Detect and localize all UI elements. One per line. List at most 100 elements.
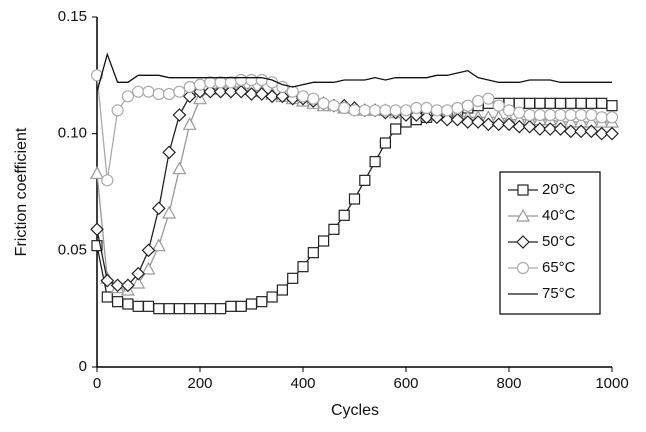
marker xyxy=(440,112,455,127)
marker xyxy=(172,108,187,122)
marker xyxy=(151,238,166,252)
marker xyxy=(235,300,247,312)
marker xyxy=(596,97,608,109)
marker xyxy=(491,117,506,132)
marker xyxy=(142,85,155,98)
marker xyxy=(131,275,146,289)
legend-label: 75°C xyxy=(542,285,576,302)
legend-label: 40°C xyxy=(542,207,576,224)
marker xyxy=(122,298,134,310)
y-tick-label: 0.15 xyxy=(58,8,87,25)
marker xyxy=(328,223,340,235)
x-tick-label: 200 xyxy=(187,375,212,392)
marker xyxy=(594,126,609,141)
marker xyxy=(544,97,556,109)
series xyxy=(90,69,619,187)
marker xyxy=(544,108,557,122)
marker xyxy=(584,124,599,139)
marker xyxy=(451,101,464,115)
marker xyxy=(450,112,465,127)
marker xyxy=(204,76,217,89)
marker xyxy=(327,99,340,112)
marker xyxy=(492,99,505,112)
marker xyxy=(307,247,319,259)
marker xyxy=(419,110,434,125)
marker xyxy=(502,104,516,117)
marker xyxy=(101,291,113,303)
marker xyxy=(213,84,228,99)
x-tick-label: 1000 xyxy=(595,375,628,392)
marker xyxy=(173,303,185,315)
x-tick-label: 600 xyxy=(393,375,418,392)
marker xyxy=(287,272,299,284)
marker xyxy=(225,300,237,312)
marker xyxy=(585,97,598,109)
marker xyxy=(141,243,156,258)
y-tick-label: 0.10 xyxy=(58,125,87,142)
series-line xyxy=(96,52,612,92)
marker xyxy=(441,104,454,117)
marker xyxy=(244,87,259,101)
marker xyxy=(516,235,530,249)
marker xyxy=(348,104,361,117)
marker xyxy=(141,261,156,275)
marker xyxy=(254,87,269,101)
marker xyxy=(379,137,391,149)
marker xyxy=(121,278,135,293)
marker xyxy=(111,296,124,308)
marker xyxy=(523,108,536,122)
y-tick-label: 0 xyxy=(79,358,87,375)
marker xyxy=(296,90,310,103)
marker xyxy=(595,111,608,124)
marker xyxy=(204,303,216,315)
marker xyxy=(194,303,206,315)
marker xyxy=(575,97,587,109)
marker xyxy=(90,69,104,82)
legend-label: 20°C xyxy=(542,181,576,198)
marker xyxy=(265,89,279,104)
marker xyxy=(533,108,547,122)
series xyxy=(96,52,612,92)
marker xyxy=(399,104,413,117)
marker xyxy=(275,89,290,104)
marker xyxy=(534,97,546,109)
marker xyxy=(245,298,258,310)
marker xyxy=(430,104,443,117)
marker xyxy=(585,108,598,122)
marker xyxy=(502,117,516,132)
legend-box xyxy=(499,171,601,315)
marker xyxy=(286,85,299,98)
marker xyxy=(163,87,176,101)
marker xyxy=(565,97,577,109)
marker xyxy=(235,73,248,87)
marker xyxy=(605,126,619,141)
marker xyxy=(516,261,530,275)
marker xyxy=(358,104,371,117)
marker xyxy=(472,94,485,108)
marker xyxy=(193,78,207,91)
marker xyxy=(162,145,176,160)
marker xyxy=(554,108,567,122)
marker xyxy=(182,89,197,104)
marker xyxy=(276,284,288,296)
marker xyxy=(512,119,527,134)
marker xyxy=(369,104,382,117)
marker xyxy=(151,201,166,216)
marker xyxy=(369,156,381,168)
marker xyxy=(307,92,320,105)
marker xyxy=(420,101,433,115)
marker xyxy=(182,117,197,130)
marker xyxy=(172,161,187,175)
marker xyxy=(89,166,105,179)
marker xyxy=(132,300,144,312)
marker xyxy=(173,85,186,98)
marker xyxy=(90,222,104,237)
marker xyxy=(153,303,165,315)
marker xyxy=(460,115,475,129)
marker xyxy=(276,80,289,94)
marker xyxy=(121,90,135,103)
marker xyxy=(152,87,165,101)
x-tick-label: 0 xyxy=(93,375,101,392)
marker xyxy=(543,122,558,136)
